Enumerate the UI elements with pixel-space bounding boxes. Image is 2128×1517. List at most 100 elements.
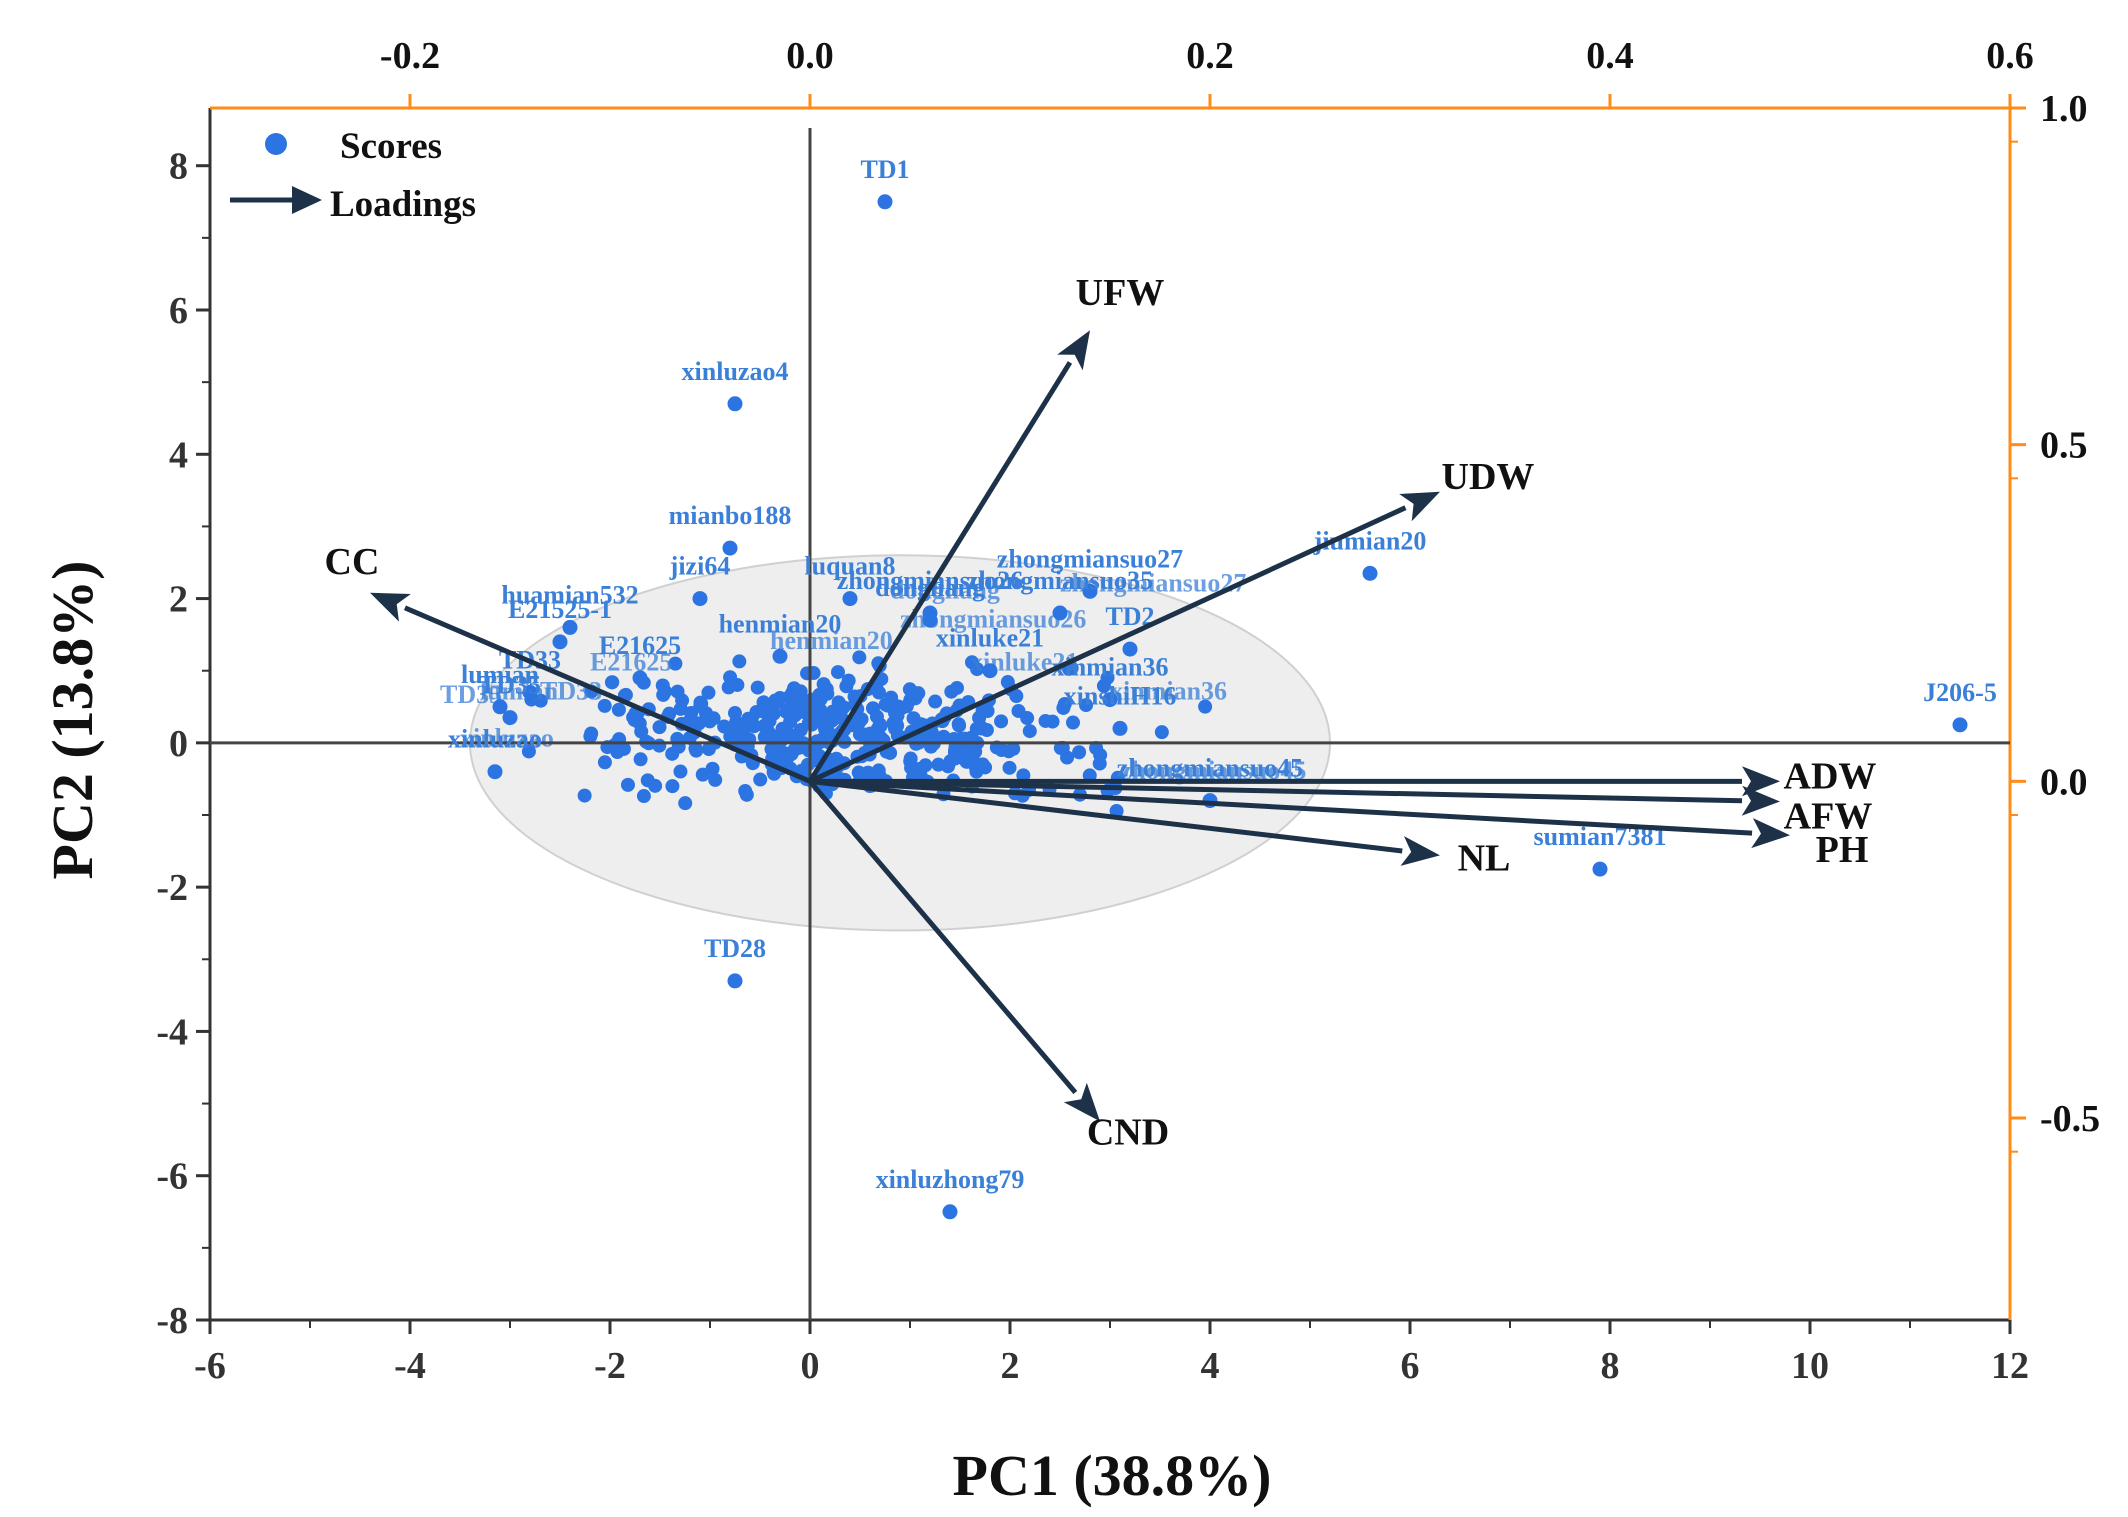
score-point [636, 789, 651, 804]
score-point [1022, 724, 1037, 739]
score-point [851, 765, 866, 780]
cloud-score-label: TD35 [440, 680, 502, 709]
score-point [652, 720, 667, 735]
score-point [951, 717, 966, 732]
score-point [797, 693, 812, 708]
loading-arrow-ph [809, 778, 1753, 836]
cloud-score-label: xinmian36 [1110, 677, 1227, 706]
score-point-e21525-1 [552, 634, 568, 650]
x-tick-label: -6 [194, 1345, 226, 1387]
score-point [708, 772, 723, 787]
score-point [1065, 715, 1080, 730]
score-point [732, 654, 747, 669]
score-point-xinluzhong79 [942, 1204, 958, 1220]
right-tick-label: 0.0 [2040, 761, 2088, 803]
score-point-td1 [877, 194, 893, 210]
x-tick-label: 12 [1991, 1345, 2029, 1387]
score-point-td28 [727, 973, 743, 989]
score-point [584, 726, 599, 741]
cloud-score-label: lumian [480, 677, 559, 706]
score-point-td35 [502, 710, 518, 726]
score-point-e21625 [632, 670, 648, 686]
right-tick-label: 0.5 [2040, 425, 2088, 467]
x-tick-label: 8 [1601, 1345, 1620, 1387]
loading-arrowhead-ufw [1057, 330, 1090, 371]
score-point [968, 744, 983, 759]
score-label-j206-5: J206-5 [1923, 678, 1997, 707]
loading-label-adw: ADW [1784, 755, 1877, 797]
score-point [890, 718, 905, 733]
score-point-mianbo188 [722, 540, 738, 556]
score-point [869, 709, 884, 724]
score-point [756, 704, 771, 719]
score-point [769, 730, 784, 745]
score-label-td35: TD35 [479, 671, 541, 700]
arrow-right-icon [292, 186, 322, 214]
score-label-henmian20: henmian20 [719, 609, 842, 638]
top-tick-label: -0.2 [380, 35, 440, 77]
score-label-lumian: lumian [461, 660, 540, 689]
score-point [1154, 725, 1169, 740]
score-point [673, 764, 688, 779]
y-tick-label: 6 [169, 290, 188, 332]
score-point [852, 650, 867, 665]
loading-arrowhead-ph [1751, 818, 1790, 849]
score-point [928, 694, 943, 709]
loading-arrowhead-cnd [1063, 1082, 1100, 1122]
score-point-xinluzao4 [727, 396, 743, 412]
score-point [665, 746, 680, 761]
scores-legend-marker [265, 133, 287, 155]
score-point [964, 655, 979, 670]
score-point-xinshih16 [1112, 720, 1128, 736]
score-point [883, 745, 898, 760]
x-tick-label: 6 [1401, 1345, 1420, 1387]
loading-label-ph: PH [1816, 829, 1869, 871]
x-tick-label: -4 [394, 1345, 426, 1387]
loading-arrow-udw [808, 505, 1407, 784]
score-point [820, 723, 835, 738]
score-label-huamian532: huamian532 [501, 580, 638, 609]
x-tick-label: 10 [1791, 1345, 1829, 1387]
score-point [597, 755, 612, 770]
loading-arrowhead-afw [1741, 785, 1780, 816]
score-point [611, 702, 626, 717]
score-point [884, 690, 899, 705]
score-label-td1: TD1 [860, 155, 909, 184]
score-point [738, 784, 753, 799]
score-point-sumian7381 [1592, 861, 1608, 877]
loading-label-udw: UDW [1442, 456, 1535, 498]
score-point [1092, 756, 1107, 771]
score-point-zhongmiansuo35 [1052, 605, 1068, 621]
score-point [634, 724, 649, 739]
score-point [836, 700, 851, 715]
loading-arrow-ufw [807, 361, 1073, 783]
y-tick-label: -6 [156, 1156, 188, 1198]
score-label-zhongmiansuo27: zhongmiansuo27 [997, 544, 1183, 573]
x-tick-label: 2 [1001, 1345, 1020, 1387]
score-label-zhongmiansuo35: zhongmiansuo35 [967, 566, 1153, 595]
score-point [701, 685, 716, 700]
score-point-luquan8 [842, 591, 858, 607]
score-point [656, 687, 671, 702]
score-point [1045, 714, 1060, 729]
score-point [521, 744, 536, 759]
score-point [764, 742, 779, 757]
score-point [1002, 760, 1017, 775]
score-point [648, 778, 663, 793]
score-point [852, 715, 867, 730]
y-tick-label: 2 [169, 579, 188, 621]
score-point [665, 779, 680, 794]
score-point [678, 796, 693, 811]
loading-arrow-cnd [808, 779, 1078, 1095]
loading-arrowhead-cc [370, 592, 411, 622]
score-point [903, 754, 918, 769]
score-point-jiumian20 [1362, 565, 1378, 581]
score-point [1056, 700, 1071, 715]
y-tick-label: -2 [156, 867, 188, 909]
score-point [605, 675, 620, 690]
score-label-e21525-1: E21525-1 [508, 595, 612, 624]
score-point [723, 670, 738, 685]
y-tick-label: 4 [169, 434, 188, 476]
score-point [912, 761, 927, 776]
